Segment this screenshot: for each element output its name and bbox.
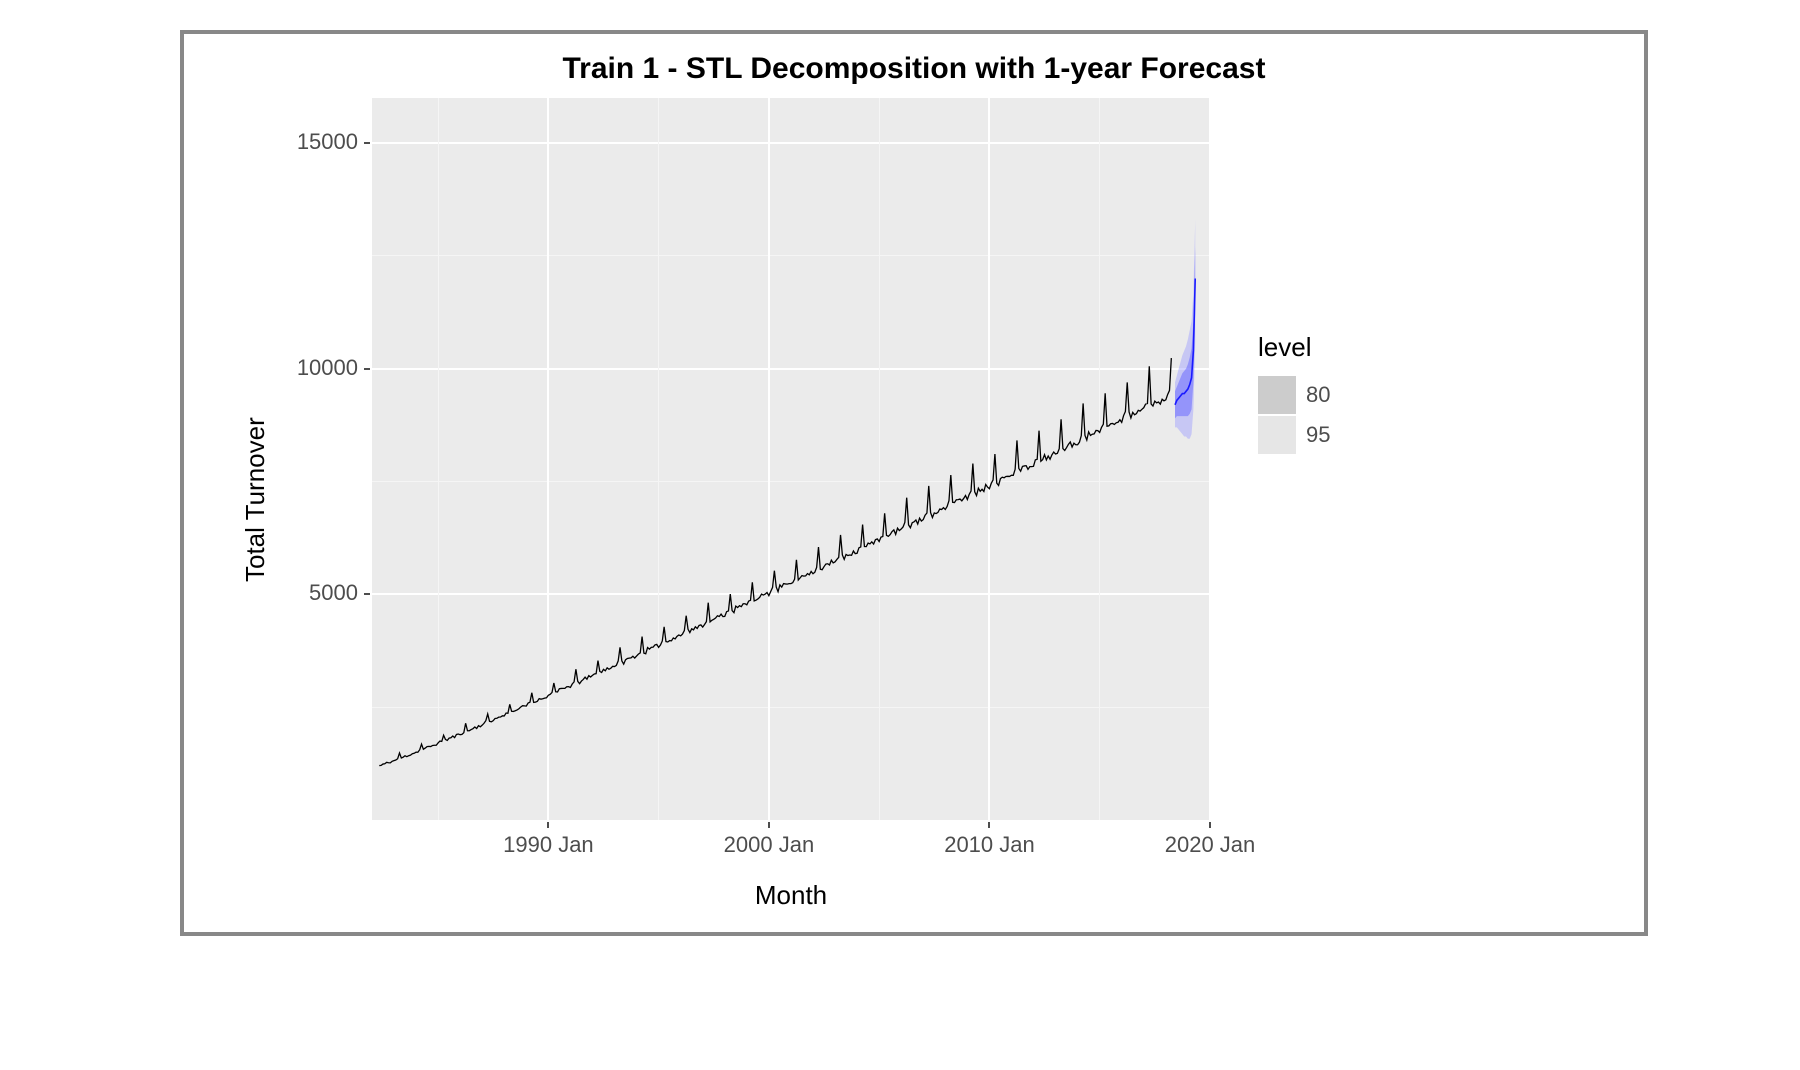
- x-tick-label: 2000 Jan: [699, 832, 839, 858]
- x-tick-label: 1990 Jan: [478, 832, 618, 858]
- series-svg: [372, 98, 1210, 820]
- x-axis-label: Month: [372, 880, 1210, 911]
- x-tick-mark: [768, 822, 770, 828]
- y-tick-mark: [364, 368, 370, 370]
- y-tick-mark: [364, 593, 370, 595]
- y-tick-mark: [364, 142, 370, 144]
- chart-area: Train 1 - STL Decomposition with 1-year …: [204, 52, 1624, 914]
- y-axis-label: Total Turnover: [240, 417, 271, 582]
- chart-title: Train 1 - STL Decomposition with 1-year …: [204, 52, 1624, 86]
- legend-title: level: [1258, 332, 1311, 363]
- x-tick-mark: [547, 822, 549, 828]
- chart-frame: Train 1 - STL Decomposition with 1-year …: [180, 30, 1648, 936]
- legend-label: 80: [1306, 382, 1330, 408]
- y-tick-label: 5000: [262, 580, 358, 606]
- y-tick-label: 10000: [262, 355, 358, 381]
- x-tick-label: 2020 Jan: [1140, 832, 1280, 858]
- x-tick-label: 2010 Jan: [919, 832, 1059, 858]
- legend-label: 95: [1306, 422, 1330, 448]
- legend-key: [1258, 416, 1296, 454]
- history-line: [379, 358, 1171, 766]
- x-tick-mark: [988, 822, 990, 828]
- x-tick-mark: [1209, 822, 1211, 828]
- legend-key: [1258, 376, 1296, 414]
- y-tick-label: 15000: [262, 129, 358, 155]
